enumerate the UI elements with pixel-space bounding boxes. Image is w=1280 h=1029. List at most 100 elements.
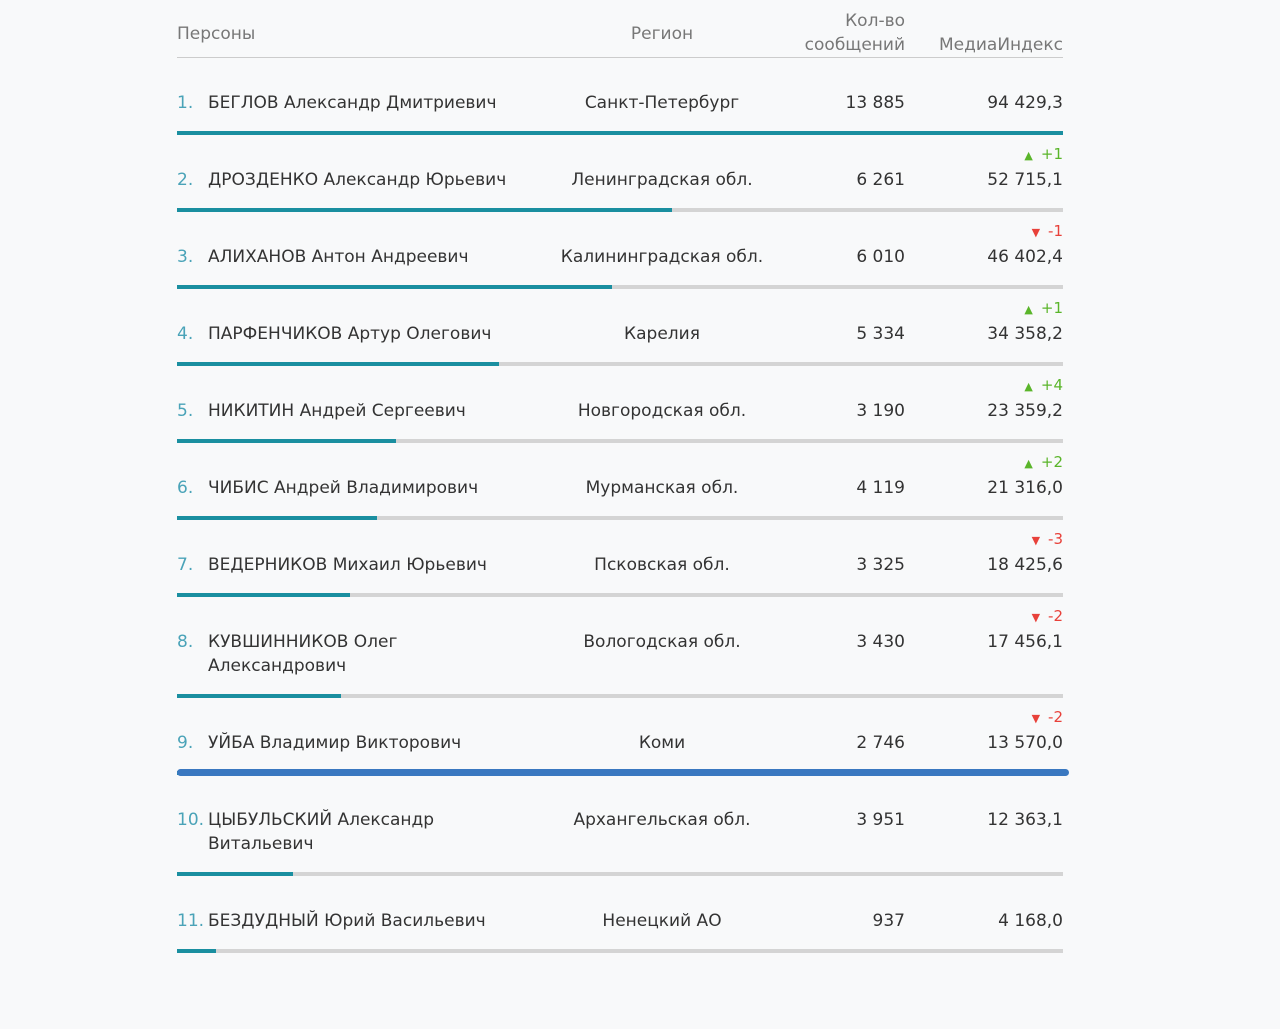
table-row: 11. БЕЗДУДНЫЙ Юрий Васильевич Ненецкий АО 9… — [177, 876, 1063, 953]
media-index: 46 402,4 ▼ -1 — [987, 222, 1063, 267]
index-bar — [177, 285, 613, 289]
person-cell: 4. ПАРФЕНЧИКОВ Артур Олегович — [177, 322, 547, 346]
message-count: 3 430 — [856, 632, 905, 652]
change-value: -3 — [1048, 530, 1063, 548]
media-index: 21 316,0 ▲ +2 — [987, 453, 1063, 498]
index-bar-track — [177, 593, 1063, 597]
change-value: +1 — [1040, 145, 1063, 163]
row-cells: 4. ПАРФЕНЧИКОВ Артур Олегович Карелия 5 334… — [177, 299, 1063, 362]
message-count: 937 — [872, 911, 905, 931]
row-cells: 8. КУВШИННИКОВ Олег Александрович Вологодс… — [177, 607, 1063, 694]
media-index: 52 715,1 ▲ +1 — [987, 145, 1063, 190]
row-cells: 11. БЕЗДУДНЫЙ Юрий Васильевич Ненецкий АО 9… — [177, 909, 1063, 949]
rank: 10. — [177, 810, 205, 830]
person-name: БЕЗДУДНЫЙ Юрий Васильевич — [208, 911, 486, 931]
person-name: УЙБА Владимир Викторович — [208, 733, 462, 753]
rank-change: ▼ -3 — [1032, 530, 1063, 550]
table-row: 1. БЕГЛОВ Александр Дмитриевич Санкт-Петер… — [177, 58, 1063, 135]
arrow-up: ▲ — [1024, 149, 1033, 162]
person-name: ЦЫБУЛЬСКИЙ Александр Витальевич — [208, 810, 435, 854]
arrow-down: ▼ — [1031, 712, 1041, 725]
index-bar-track — [177, 439, 1063, 443]
index-bar — [177, 208, 672, 212]
index-bar — [177, 593, 350, 597]
message-count: 5 334 — [856, 324, 905, 344]
rank: 8. — [177, 632, 194, 652]
media-index: 18 425,6 ▼ -3 — [987, 530, 1063, 575]
index-bar — [177, 362, 500, 366]
media-index: 12 363,1 — [987, 810, 1063, 830]
region: Новгородская обл. — [577, 401, 747, 421]
change-value: -2 — [1048, 708, 1063, 726]
change-value: -1 — [1048, 222, 1063, 240]
person-cell: 9. УЙБА Владимир Викторович — [177, 731, 547, 755]
row-cells: 7. ВЕДЕРНИКОВ Михаил Юрьевич Псковская обл… — [177, 530, 1063, 593]
region: Калининградская обл. — [560, 247, 764, 267]
media-index: 23 359,2 ▲ +4 — [987, 376, 1063, 421]
region: Псковская обл. — [594, 555, 730, 575]
person-cell: 3. АЛИХАНОВ Антон Андреевич — [177, 245, 547, 269]
media-index: 17 456,1 ▼ -2 — [987, 607, 1063, 652]
header-cell: МедиаИндекс — [938, 35, 1063, 55]
table-header: Персоны Регион Кол-во сообщений МедиаИнд… — [177, 0, 1063, 58]
region: Коми — [638, 733, 686, 753]
table-row: 9. УЙБА Владимир Викторович Коми 2 746 13 57… — [177, 698, 1069, 776]
media-index: 4 168,0 — [998, 911, 1063, 931]
rank: 1. — [177, 93, 194, 113]
arrow-down: ▼ — [1031, 534, 1041, 547]
ranking-table: Персоны Регион Кол-во сообщений МедиаИнд… — [177, 0, 1069, 953]
table-row: 7. ВЕДЕРНИКОВ Михаил Юрьевич Псковская обл… — [177, 520, 1063, 597]
index-bar-track — [177, 872, 1063, 876]
region: Вологодская обл. — [583, 632, 741, 652]
region: Ленинградская обл. — [571, 170, 753, 190]
index-bar — [177, 131, 1063, 135]
change-value: +2 — [1040, 453, 1063, 471]
index-bar — [177, 694, 341, 698]
row-cells: 6. ЧИБИС Андрей Владимирович Мурманская об… — [177, 453, 1063, 516]
table-row: 8. КУВШИННИКОВ Олег Александрович Вологодс… — [177, 597, 1063, 698]
person-name: ВЕДЕРНИКОВ Михаил Юрьевич — [208, 555, 487, 575]
row-cells: 10. ЦЫБУЛЬСКИЙ Александр Витальевич Арханг… — [177, 808, 1063, 872]
message-count: 3 951 — [856, 810, 905, 830]
arrow-down: ▼ — [1031, 226, 1041, 239]
table-row: 5. НИКИТИН Андрей Сергеевич Новгородская о… — [177, 366, 1063, 443]
table-row: 2. ДРОЗДЕНКО Александр Юрьевич Ленинградск… — [177, 135, 1063, 212]
index-bar-track — [177, 285, 1063, 289]
region: Ненецкий АО — [602, 911, 722, 931]
rank: 2. — [177, 170, 194, 190]
person-cell: 2. ДРОЗДЕНКО Александр Юрьевич — [177, 168, 547, 192]
table-row: 6. ЧИБИС Андрей Владимирович Мурманская об… — [177, 443, 1063, 520]
rank-change: ▼ -1 — [1032, 222, 1063, 242]
person-cell: 7. ВЕДЕРНИКОВ Михаил Юрьевич — [177, 553, 547, 577]
arrow-up: ▲ — [1024, 380, 1033, 393]
person-name: КУВШИННИКОВ Олег Александрович — [208, 632, 398, 676]
rank-change: ▲ +1 — [1024, 145, 1063, 165]
index-bar-track — [177, 694, 1063, 698]
index-bar — [177, 439, 397, 443]
region: Мурманская обл. — [585, 478, 739, 498]
message-count: 3 190 — [856, 401, 905, 421]
rank-change: ▲ +1 — [1024, 299, 1063, 319]
media-index: 13 570,0 ▼ -2 — [987, 708, 1063, 753]
index-bar — [177, 872, 293, 876]
person-name: АЛИХАНОВ Антон Андреевич — [208, 247, 469, 267]
rank: 4. — [177, 324, 194, 344]
person-cell: 1. БЕГЛОВ Александр Дмитриевич — [177, 91, 547, 115]
index-bar — [177, 949, 217, 953]
row-cells: 9. УЙБА Владимир Викторович Коми 2 746 13 57… — [177, 708, 1063, 771]
message-count: 6 261 — [856, 170, 905, 190]
index-bar-track — [177, 516, 1063, 520]
person-cell: 5. НИКИТИН Андрей Сергеевич — [177, 399, 547, 423]
rank: 7. — [177, 555, 194, 575]
person-name: ДРОЗДЕНКО Александр Юрьевич — [208, 170, 507, 190]
person-cell: 10. ЦЫБУЛЬСКИЙ Александр Витальевич — [177, 808, 547, 856]
media-index: 34 358,2 ▲ +1 — [987, 299, 1063, 344]
highlight-line — [177, 769, 1069, 776]
rank-change: ▲ +4 — [1024, 376, 1063, 396]
person-name: НИКИТИН Андрей Сергеевич — [208, 401, 466, 421]
rank-change: ▼ -2 — [1032, 708, 1063, 728]
row-cells: 5. НИКИТИН Андрей Сергеевич Новгородская о… — [177, 376, 1063, 439]
person-name: ПАРФЕНЧИКОВ Артур Олегович — [208, 324, 492, 344]
rank: 3. — [177, 247, 194, 267]
